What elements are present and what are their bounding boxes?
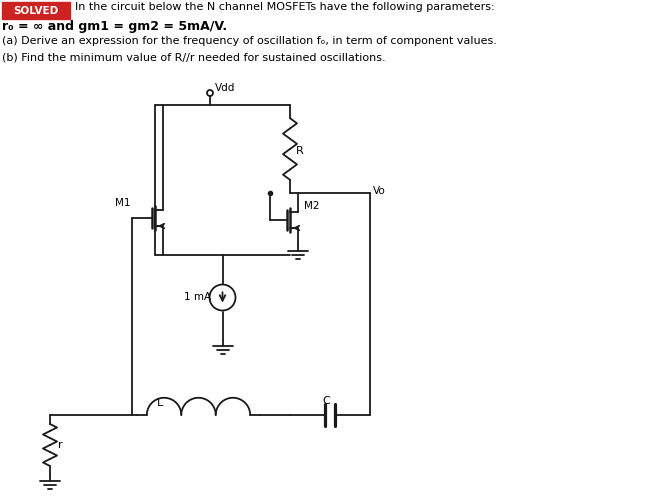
Text: 1 mA: 1 mA: [185, 292, 211, 302]
Text: C: C: [322, 396, 330, 406]
Text: r₀ = ∞ and gm1 = gm2 = 5mA/V.: r₀ = ∞ and gm1 = gm2 = 5mA/V.: [2, 20, 227, 33]
Text: Vo: Vo: [373, 186, 386, 196]
Text: r: r: [58, 440, 63, 450]
Text: M1: M1: [115, 198, 130, 208]
Text: In the circuit below the N channel MOSFETs have the following parameters:: In the circuit below the N channel MOSFE…: [75, 2, 494, 12]
Text: L: L: [157, 398, 163, 408]
Text: R: R: [296, 146, 304, 156]
Text: (b) Find the minimum value of R//r needed for sustained oscillations.: (b) Find the minimum value of R//r neede…: [2, 52, 385, 62]
Text: M2: M2: [304, 201, 320, 211]
Text: Vdd: Vdd: [215, 83, 235, 93]
FancyBboxPatch shape: [2, 2, 70, 19]
Text: SOLVED: SOLVED: [13, 6, 59, 16]
Text: (a) Derive an expression for the frequency of oscillation fₒ, in term of compone: (a) Derive an expression for the frequen…: [2, 36, 497, 46]
